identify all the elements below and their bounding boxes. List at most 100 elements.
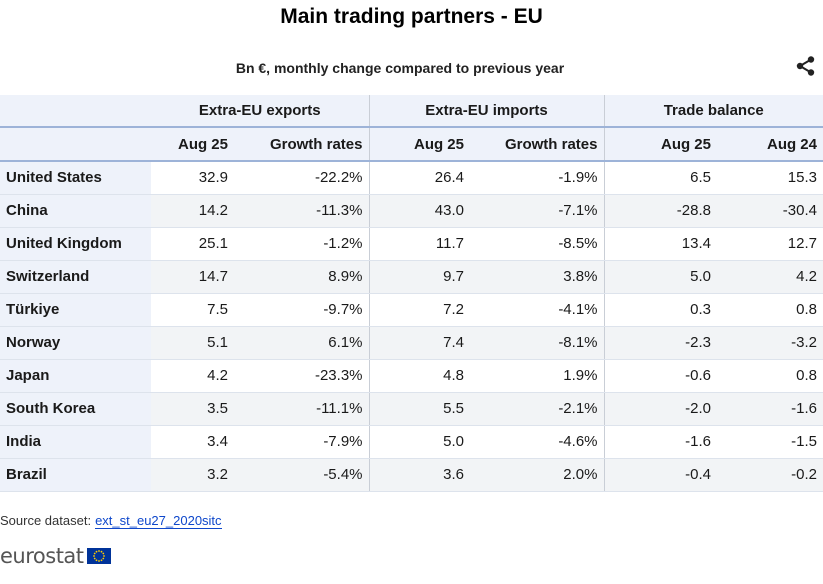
value-cell: -1.9%: [470, 161, 604, 195]
country-cell: United Kingdom: [0, 227, 151, 261]
value-cell: 1.9%: [470, 359, 604, 393]
table-row: Brazil 3.2 -5.4% 3.6 2.0% -0.4 -0.2: [0, 458, 823, 492]
value-cell: -8.5%: [470, 227, 604, 261]
value-cell: 5.0: [603, 260, 717, 294]
value-cell: -1.6: [717, 392, 823, 426]
value-cell: 7.4: [368, 326, 470, 360]
column-header-row: Aug 25 Growth rates Aug 25 Growth rates …: [0, 127, 823, 162]
value-cell: 4.2: [151, 359, 234, 393]
corner-cell: [0, 95, 151, 128]
eu-flag-icon: [86, 548, 111, 564]
value-cell: -4.1%: [470, 293, 604, 327]
value-cell: 7.2: [368, 293, 470, 327]
value-cell: -3.2: [717, 326, 823, 360]
value-cell: 14.2: [151, 194, 234, 228]
value-cell: 12.7: [717, 227, 823, 261]
value-cell: 3.5: [151, 392, 234, 426]
country-cell: Brazil: [0, 458, 151, 492]
value-cell: -4.6%: [470, 425, 604, 459]
table-row: China 14.2 -11.3% 43.0 -7.1% -28.8 -30.4: [0, 194, 823, 228]
value-cell: 5.5: [368, 392, 470, 426]
table-row: Switzerland 14.7 8.9% 9.7 3.8% 5.0 4.2: [0, 260, 823, 294]
value-cell: -1.2%: [234, 227, 369, 261]
value-cell: 14.7: [151, 260, 234, 294]
value-cell: 8.9%: [234, 260, 369, 294]
country-cell: China: [0, 194, 151, 228]
column-header: Aug 25: [368, 127, 470, 162]
country-cell: India: [0, 425, 151, 459]
value-cell: -0.2: [717, 458, 823, 492]
country-cell: South Korea: [0, 392, 151, 426]
logo-text: eurostat: [0, 544, 84, 568]
group-header-balance: Trade balance: [603, 95, 823, 128]
value-cell: 0.3: [603, 293, 717, 327]
group-header-imports: Extra-EU imports: [368, 95, 604, 128]
value-cell: 0.8: [717, 359, 823, 393]
share-icon[interactable]: [795, 55, 817, 77]
value-cell: -7.9%: [234, 425, 369, 459]
table-row: United Kingdom 25.1 -1.2% 11.7 -8.5% 13.4 12.7: [0, 227, 823, 261]
value-cell: 3.6: [368, 458, 470, 492]
group-header-exports: Extra-EU exports: [151, 95, 369, 128]
table-row: United States 32.9 -22.2% 26.4 -1.9% 6.5 15.3: [0, 161, 823, 195]
value-cell: 4.2: [717, 260, 823, 294]
group-header-row: Extra-EU exports Extra-EU imports Trade …: [0, 95, 823, 128]
value-cell: 4.8: [368, 359, 470, 393]
value-cell: -8.1%: [470, 326, 604, 360]
value-cell: -28.8: [603, 194, 717, 228]
value-cell: 2.0%: [470, 458, 604, 492]
value-cell: -9.7%: [234, 293, 369, 327]
value-cell: -5.4%: [234, 458, 369, 492]
trade-table: Extra-EU exports Extra-EU imports Trade …: [0, 95, 823, 492]
value-cell: 0.8: [717, 293, 823, 327]
country-cell: Switzerland: [0, 260, 151, 294]
value-cell: -30.4: [717, 194, 823, 228]
value-cell: -0.4: [603, 458, 717, 492]
column-header: Aug 24: [717, 127, 823, 162]
value-cell: -2.1%: [470, 392, 604, 426]
table-row: India 3.4 -7.9% 5.0 -4.6% -1.6 -1.5: [0, 425, 823, 459]
country-cell: Norway: [0, 326, 151, 360]
value-cell: 15.3: [717, 161, 823, 195]
chart-subtitle: Bn €, monthly change compared to previou…: [235, 60, 565, 76]
value-cell: 3.4: [151, 425, 234, 459]
country-cell: United States: [0, 161, 151, 195]
value-cell: 9.7: [368, 260, 470, 294]
country-cell: Japan: [0, 359, 151, 393]
column-header: Growth rates: [234, 127, 369, 162]
chart-title: Main trading partners - EU: [280, 5, 543, 28]
value-cell: -7.1%: [470, 194, 604, 228]
value-cell: 6.5: [603, 161, 717, 195]
value-cell: 11.7: [368, 227, 470, 261]
value-cell: -2.0: [603, 392, 717, 426]
country-cell: Türkiye: [0, 293, 151, 327]
table-body: United States 32.9 -22.2% 26.4 -1.9% 6.5 15.3 C…: [0, 161, 823, 492]
value-cell: -23.3%: [234, 359, 369, 393]
value-cell: -11.1%: [234, 392, 369, 426]
column-header: Aug 25: [603, 127, 717, 162]
source-dataset-link[interactable]: ext_st_eu27_2020sitc: [95, 513, 222, 529]
value-cell: 6.1%: [234, 326, 369, 360]
value-cell: -0.6: [603, 359, 717, 393]
table-row: Norway 5.1 6.1% 7.4 -8.1% -2.3 -3.2: [0, 326, 823, 360]
value-cell: 26.4: [368, 161, 470, 195]
value-cell: 25.1: [151, 227, 234, 261]
table-row: Japan 4.2 -23.3% 4.8 1.9% -0.6 0.8: [0, 359, 823, 393]
corner-cell: [0, 127, 151, 162]
value-cell: -1.5: [717, 425, 823, 459]
column-header: Aug 25: [151, 127, 234, 162]
column-header: Growth rates: [470, 127, 604, 162]
value-cell: 3.2: [151, 458, 234, 492]
value-cell: 3.8%: [470, 260, 604, 294]
value-cell: -11.3%: [234, 194, 369, 228]
value-cell: -1.6: [603, 425, 717, 459]
value-cell: -2.3: [603, 326, 717, 360]
value-cell: 43.0: [368, 194, 470, 228]
value-cell: -22.2%: [234, 161, 369, 195]
eurostat-logo: eurostat: [0, 544, 111, 568]
value-cell: 13.4: [603, 227, 717, 261]
source-line: Source dataset: ext_st_eu27_2020sitc: [0, 513, 222, 529]
table-row: Türkiye 7.5 -9.7% 7.2 -4.1% 0.3 0.8: [0, 293, 823, 327]
value-cell: 32.9: [151, 161, 234, 195]
value-cell: 5.1: [151, 326, 234, 360]
